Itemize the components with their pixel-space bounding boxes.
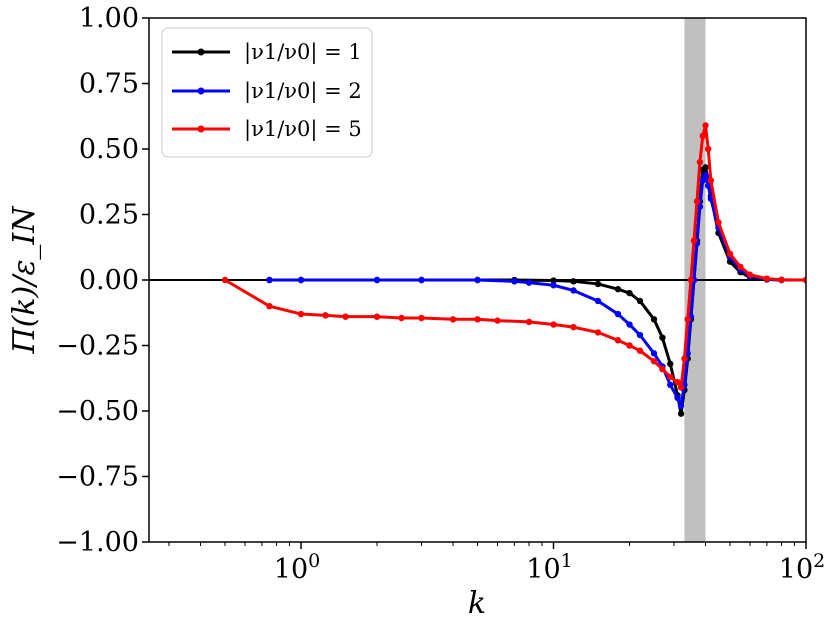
- series-3-point: [636, 347, 644, 354]
- series-2-point: [636, 331, 644, 339]
- legend-label-3: |ν1/ν0| = 5: [244, 117, 362, 142]
- series-3-point: [221, 276, 229, 284]
- legend-marker-1: [197, 48, 205, 56]
- series-3-point: [322, 312, 329, 319]
- series-2-point: [511, 278, 518, 285]
- series-3-point: [699, 132, 706, 140]
- series-3-point: [614, 337, 622, 344]
- series-3-point: [684, 316, 691, 323]
- series-3-point: [266, 303, 273, 310]
- series-2-point: [696, 203, 704, 210]
- series-1-point: [626, 289, 633, 297]
- series-1-point: [702, 164, 709, 171]
- series-1-point: [636, 297, 644, 305]
- series-2-point: [266, 276, 273, 284]
- series-3-point: [659, 365, 666, 373]
- series-3-point: [746, 271, 754, 278]
- series-1-point: [677, 410, 685, 417]
- series-3-point: [681, 355, 688, 362]
- series-3-point: [715, 219, 722, 226]
- series-2-point: [594, 297, 602, 305]
- y-tick-label: −0.25: [56, 331, 139, 362]
- series-3-point: [342, 313, 349, 320]
- series-2-point: [525, 279, 533, 286]
- series-2-point: [474, 276, 481, 284]
- series-3-point: [690, 237, 698, 244]
- series-2-point: [373, 276, 381, 284]
- series-2-point: [699, 177, 706, 184]
- series-2-point: [550, 282, 557, 289]
- series-2-point: [418, 276, 425, 284]
- x-tick-label: 100: [274, 550, 320, 585]
- y-tick-label: 0.25: [79, 200, 139, 231]
- series-2-point: [570, 287, 577, 294]
- series-2-point: [297, 276, 305, 284]
- legend-label-1: |ν1/ν0| = 1: [244, 40, 362, 65]
- series-2-point: [667, 381, 674, 388]
- series-3-point: [667, 373, 674, 381]
- series-3-point: [693, 198, 701, 205]
- series-1-point: [614, 285, 622, 293]
- series-3-point: [594, 329, 602, 336]
- series-1-point: [594, 280, 602, 288]
- legend-marker-3: [197, 125, 205, 133]
- legend-box: [161, 27, 373, 158]
- series-3-point: [737, 263, 744, 271]
- series-2-point: [705, 182, 712, 189]
- series-3-point: [763, 275, 771, 282]
- series-2-point: [614, 310, 622, 318]
- ticks-layer: −1.00 −0.75 −0.50 −0.25 0.00 0.25 0.50 0.75 1.00…: [56, 3, 825, 585]
- series-1-point: [667, 360, 674, 368]
- series-layer: [221, 122, 806, 417]
- series-2-point: [650, 350, 658, 357]
- x-axis-label: k: [468, 586, 486, 621]
- legend-marker-2: [197, 87, 205, 95]
- y-tick-label: −0.50: [56, 396, 139, 427]
- series-2-point: [674, 394, 681, 402]
- y-tick-label: −1.00: [56, 527, 139, 558]
- series-3-point: [687, 276, 695, 284]
- series-3-point: [696, 158, 704, 166]
- series-3-point: [802, 276, 806, 284]
- series-1-point: [550, 277, 557, 284]
- series-2-point: [677, 402, 685, 409]
- series-3-point: [650, 358, 658, 365]
- y-tick-label: 0.50: [79, 134, 139, 165]
- y-tick-label: 1.00: [79, 3, 139, 34]
- legend: |ν1/ν0| = 1 |ν1/ν0| = 2 |ν1/ν0| = 5: [161, 27, 373, 158]
- series-1-point: [659, 334, 666, 341]
- series-2-point: [702, 172, 709, 179]
- series-1-point: [570, 278, 577, 285]
- series-3-point: [626, 342, 633, 349]
- y-tick-label: −0.75: [56, 462, 139, 493]
- series-3-point: [674, 378, 681, 386]
- series-3-point: [705, 145, 712, 153]
- series-3-point: [550, 321, 557, 328]
- series-3-point: [373, 313, 381, 320]
- x-tick-label: 101: [526, 550, 572, 585]
- series-2-point: [626, 321, 633, 328]
- series-line-3: [224, 123, 806, 389]
- series-3-point: [570, 323, 577, 331]
- series-3-point: [702, 122, 709, 129]
- series-3-point: [449, 316, 457, 323]
- series-3-point: [677, 384, 685, 391]
- series-3-point: [398, 314, 405, 322]
- series-3-point: [474, 316, 481, 323]
- series-3-point: [726, 250, 734, 257]
- series-3-point: [778, 276, 785, 283]
- y-tick-label: 0.00: [79, 265, 139, 296]
- series-3-point: [494, 317, 501, 324]
- series-3-point: [707, 177, 715, 184]
- y-tick-label: 0.75: [79, 69, 139, 100]
- series-1-point: [650, 316, 658, 323]
- x-tick-label: 102: [779, 550, 825, 585]
- series-3-point: [297, 310, 305, 318]
- series-3-point: [525, 318, 533, 326]
- legend-label-2: |ν1/ν0| = 2: [244, 79, 362, 104]
- series-3-point: [418, 314, 425, 322]
- y-axis-label: Π(k)/ε_IN: [7, 205, 42, 355]
